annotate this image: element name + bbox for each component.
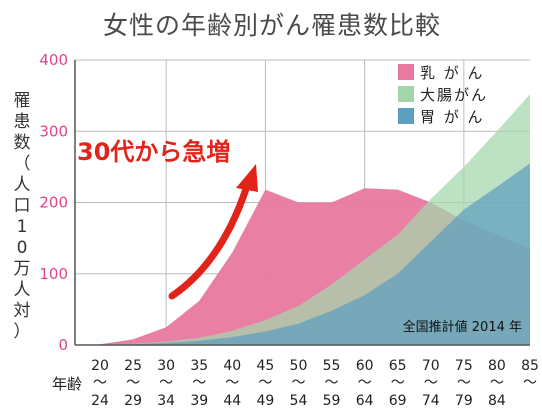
source-note: 全国推計値 2014 年: [403, 319, 522, 335]
legend-label: 大腸がん: [420, 86, 488, 104]
x-tick-label: 65 〜 69: [389, 358, 407, 409]
annotation-arrow-head: [236, 164, 258, 192]
x-tick-label: 80 〜 84: [488, 358, 506, 409]
plot-areas: [100, 94, 530, 345]
y-tick-label: 200: [39, 194, 68, 212]
y-axis-label: 罹患数（人口 1 0 万人対）: [14, 91, 31, 342]
x-axis-label: 年齢: [52, 375, 82, 393]
x-tick-label: 30 〜 34: [157, 358, 175, 409]
legend-label: 乳 が ん: [420, 64, 485, 82]
axes: [74, 60, 530, 346]
x-tick-label: 50 〜 54: [290, 358, 308, 409]
x-tick-label: 45 〜 49: [256, 358, 274, 409]
x-tick-label: 20 〜 24: [91, 358, 109, 409]
x-tick-label: 60 〜 64: [356, 358, 374, 409]
x-tick-label: 75 〜 79: [455, 358, 473, 409]
y-tick-label: 400: [39, 51, 68, 69]
y-tick-label: 0: [58, 336, 68, 354]
y-tick-label: 100: [39, 265, 68, 283]
series-area-2: [100, 163, 530, 345]
x-tick-label: 55 〜 59: [323, 358, 341, 409]
chart-title: 女性の年齢別がん罹患数比較: [103, 11, 441, 40]
y-ticks: 400 300 200 100 0: [39, 51, 68, 354]
x-tick-label: 85 〜: [521, 358, 539, 391]
x-tick-label: 40 〜 44: [223, 358, 241, 409]
annotation-text: 30代から急増: [77, 138, 230, 166]
x-tick-label: 35 〜 39: [190, 358, 208, 409]
y-tick-label: 300: [39, 122, 68, 140]
legend-swatch: [398, 108, 414, 124]
legend-swatch: [398, 64, 414, 80]
annotation-arrow: [168, 182, 251, 300]
x-tick-label: 70 〜 74: [422, 358, 440, 409]
y-axis-label-text: 罹患数（人口 1 0 万人対）: [14, 91, 31, 342]
legend-label: 胃 が ん: [420, 108, 485, 126]
legend-swatch: [398, 86, 414, 102]
x-tick-label: 25 〜 29: [124, 358, 142, 409]
x-ticks: 20 〜 24 25 〜 29 30 〜 34 35 〜 39 40 〜 44 45 〜 49 50 〜 54 55 〜 59…: [91, 358, 539, 409]
